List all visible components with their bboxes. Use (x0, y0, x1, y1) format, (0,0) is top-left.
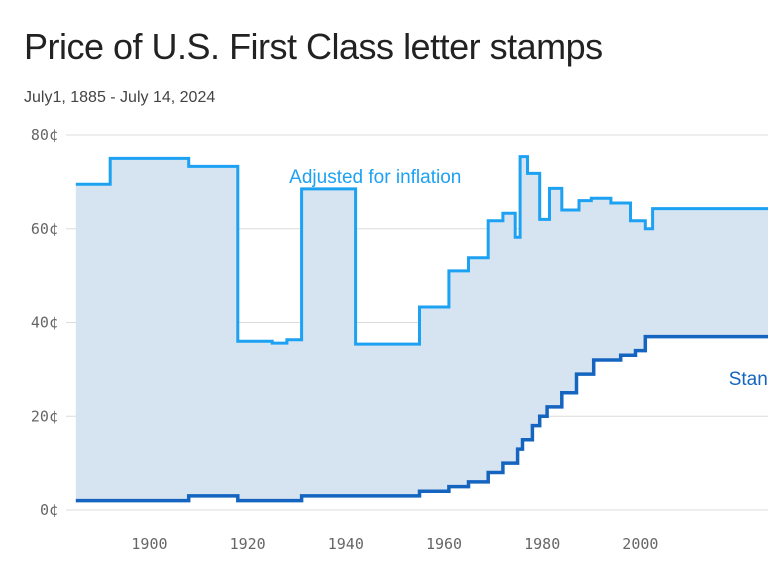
x-axis-ticks: 1900 1920 1940 1960 1980 2000 (131, 535, 658, 553)
series-label-stamp: Stan (729, 369, 768, 390)
y-axis-ticks: 0¢ 20¢ 40¢ 60¢ 80¢ (31, 126, 58, 519)
series-labels: Adjusted for inflation Stan (289, 167, 768, 390)
y-tick-label: 80¢ (31, 126, 58, 144)
series-line-adjusted (75, 155, 768, 346)
chart-title: Price of U.S. First Class letter stamps (24, 26, 603, 67)
area-between-series (75, 156, 768, 501)
series-label-adjusted: Adjusted for inflation (289, 167, 461, 188)
y-tick-label: 20¢ (31, 407, 58, 425)
y-tick-label: 60¢ (31, 220, 58, 238)
y-tick-label: 0¢ (40, 501, 58, 519)
x-tick-label: 1940 (328, 535, 364, 553)
chart-subtitle: July1, 1885 - July 14, 2024 (24, 89, 216, 106)
x-tick-label: 1900 (131, 535, 167, 553)
x-tick-label: 2000 (622, 535, 658, 553)
series-lines (75, 155, 768, 503)
x-tick-label: 1960 (426, 535, 462, 553)
series-line-stamp (75, 334, 768, 503)
x-tick-label: 1920 (230, 535, 266, 553)
x-tick-label: 1980 (524, 535, 560, 553)
y-tick-label: 40¢ (31, 314, 58, 332)
